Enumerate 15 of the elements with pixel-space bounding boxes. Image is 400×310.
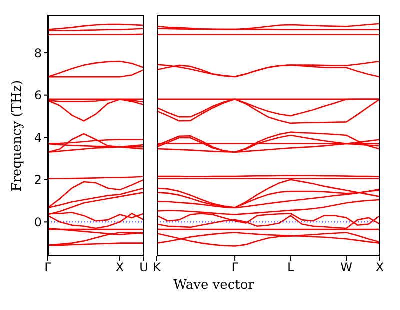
x-tick-label: Γ: [44, 260, 52, 275]
x-tick-label: L: [287, 260, 294, 275]
x-tick-label: Γ: [232, 260, 239, 275]
y-tick-label: 0: [34, 215, 42, 230]
y-tick-label: 4: [34, 130, 42, 145]
y-axis-title: Frequency (THz): [10, 80, 25, 192]
x-axis-title: Wave vector: [172, 278, 256, 293]
x-tick-label: K: [153, 260, 162, 275]
x-tick-label: X: [116, 260, 124, 275]
x-tick-label: U: [140, 260, 148, 275]
y-tick-label: 6: [34, 88, 42, 103]
y-tick-label: 8: [34, 46, 42, 60]
x-tick-label: W: [340, 260, 353, 275]
y-tick-label: 2: [34, 173, 42, 188]
x-tick-label: X: [376, 260, 384, 275]
